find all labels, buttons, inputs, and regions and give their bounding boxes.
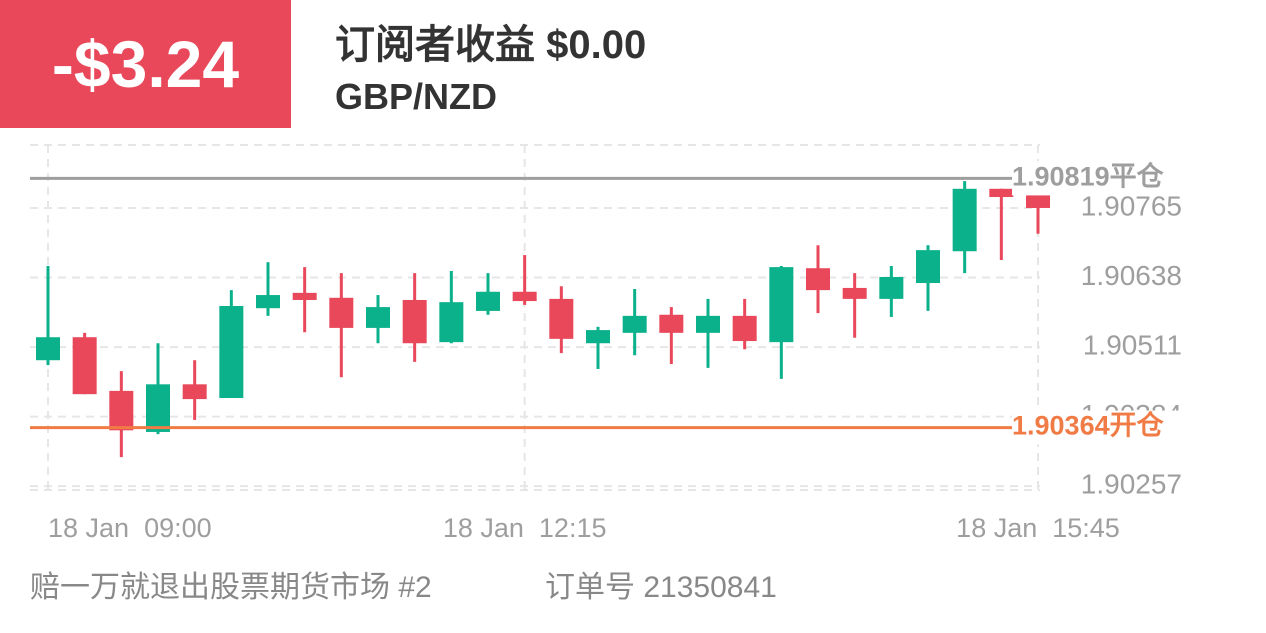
y-tick-label: 1.90638 <box>1081 260 1182 291</box>
candle-body <box>916 250 940 283</box>
candle-body <box>732 315 757 342</box>
candle-body <box>182 384 207 400</box>
candle-body <box>439 302 464 343</box>
candle-body <box>219 306 244 398</box>
reference-label-bg <box>1012 410 1184 445</box>
reference-label: 1.90364开仓 <box>1012 411 1165 441</box>
currency-pair: GBP/NZD <box>335 76 497 117</box>
candle-body <box>842 287 867 299</box>
candle-body <box>586 330 610 344</box>
candle-body <box>402 299 427 344</box>
candle-body <box>476 291 500 311</box>
candle-body <box>292 292 317 300</box>
profit-badge: -$3.24 <box>0 0 291 128</box>
y-tick-label: 1.90257 <box>1081 469 1182 500</box>
reference-value: 1.90819 <box>1012 162 1110 192</box>
candle-body <box>659 314 684 333</box>
candle-body <box>622 315 647 333</box>
candle-body <box>806 268 830 291</box>
candle-body <box>109 390 134 431</box>
y-tick-label: 1.90511 <box>1083 329 1182 360</box>
candle-body <box>879 276 904 299</box>
candle-body <box>36 337 60 361</box>
candle-body <box>549 298 574 339</box>
candle-body <box>72 337 97 395</box>
reference-value: 1.90364 <box>1012 411 1110 441</box>
account-name: 赔一万就退出股票期货市场 #2 <box>30 571 432 604</box>
x-tick-label: 18 Jan 15:45 <box>956 513 1120 543</box>
candle-body <box>512 291 537 302</box>
reference-text: 开仓 <box>1110 411 1165 441</box>
candle-body <box>146 384 170 432</box>
candle-body <box>696 315 720 333</box>
x-tick-label: 18 Jan 09:00 <box>48 513 212 543</box>
candle-body <box>989 188 1014 198</box>
subscriber-earnings: 订阅者收益 $0.00 <box>335 23 647 67</box>
candle-body <box>769 267 794 343</box>
candle-body <box>952 188 977 252</box>
candle-body <box>256 295 280 309</box>
reference-label-bg <box>1012 161 1184 196</box>
candle-body <box>366 307 390 328</box>
x-tick-label: 18 Jan 12:15 <box>443 513 607 543</box>
candle-body <box>1026 194 1050 208</box>
y-tick-label: 1.90765 <box>1081 190 1182 221</box>
candle-body <box>329 297 354 328</box>
reference-label: 1.90819平仓 <box>1012 162 1165 192</box>
order-number: 订单号 21350841 <box>545 571 777 604</box>
reference-text: 平仓 <box>1110 162 1165 192</box>
